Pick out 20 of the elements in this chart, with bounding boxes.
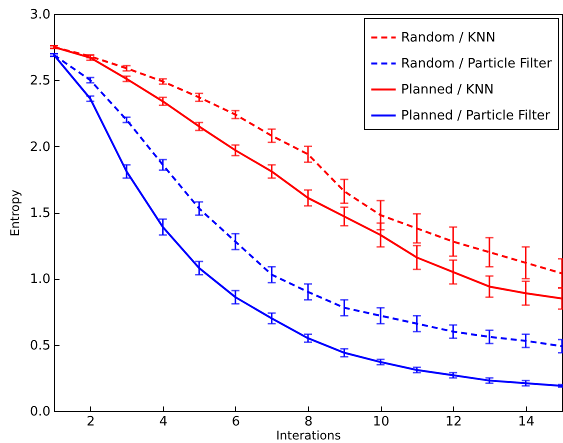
y-tick-label: 3.0 — [30, 8, 50, 22]
x-tick-label: 2 — [86, 414, 95, 430]
x-axis-title: Interations — [276, 428, 341, 442]
y-tick-label: 0.5 — [30, 338, 50, 354]
y-tick-label: 0.0 — [30, 404, 50, 420]
x-tick-label: 8 — [304, 414, 313, 430]
y-tick-label: 2.0 — [30, 140, 50, 155]
y-tick-label: 1.0 — [30, 272, 50, 288]
x-tick-label: 10 — [372, 414, 390, 430]
legend-label: Random / Particle Filter — [401, 56, 552, 72]
y-axis-title: Entropy — [8, 190, 22, 236]
legend-label: Random / KNN — [401, 30, 496, 46]
legend-label: Planned / KNN — [401, 82, 494, 98]
x-tick-label: 14 — [518, 414, 534, 430]
legend-label: Planned / Particle Filter — [401, 108, 551, 124]
y-tick-label: 1.5 — [30, 206, 50, 221]
x-tick-label: 12 — [445, 414, 462, 430]
y-tick-label: 2.5 — [30, 74, 50, 89]
x-tick-label: 6 — [232, 414, 240, 430]
x-tick-label: 4 — [159, 414, 168, 430]
